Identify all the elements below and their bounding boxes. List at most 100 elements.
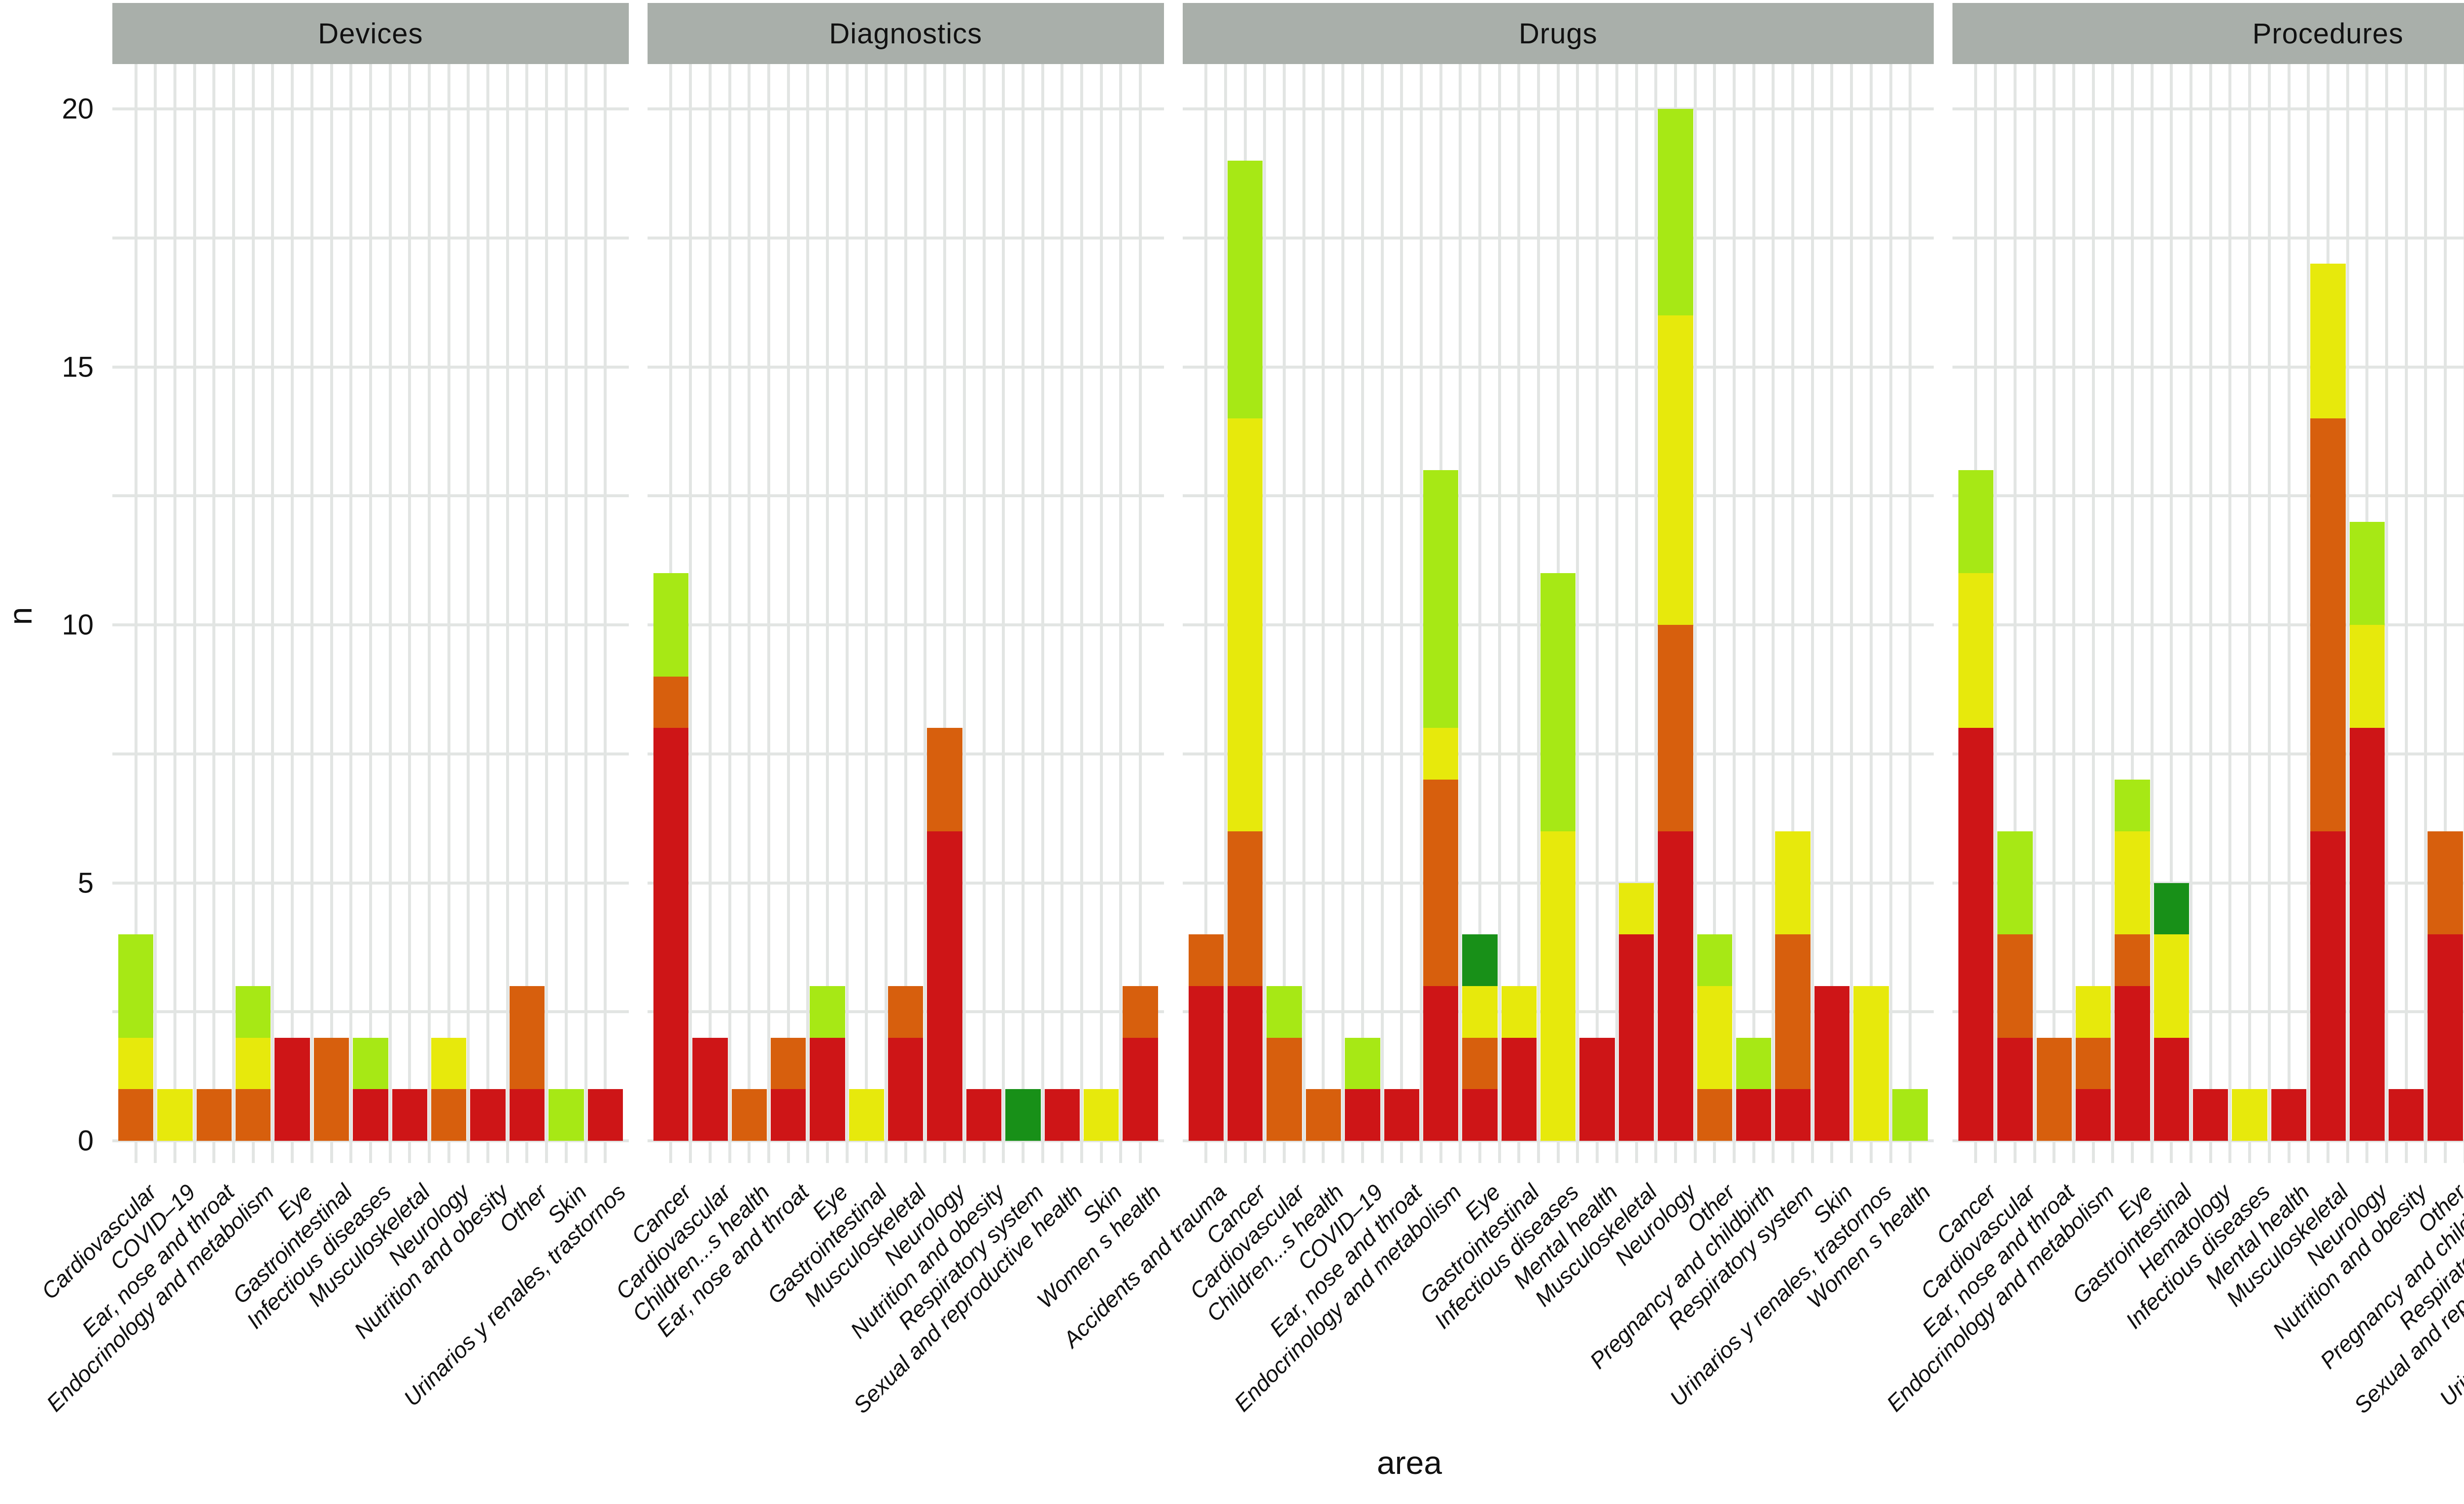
bar-devices-3 xyxy=(196,1089,232,1141)
bar-drugs-13 xyxy=(1658,109,1693,1141)
bar-segment-yellow xyxy=(1697,986,1733,1090)
gridline-vertical-major xyxy=(2131,64,2134,1163)
bar-segment-lightgreen xyxy=(653,573,689,677)
bar-segment-red xyxy=(1736,1089,1772,1141)
bar-segment-yellow xyxy=(1423,728,1459,780)
bar-segment-lightgreen xyxy=(2115,780,2150,831)
gridline-vertical-major xyxy=(1752,64,1755,1163)
bar-segment-red xyxy=(587,1089,623,1141)
gridline-vertical-major xyxy=(865,64,868,1163)
gridline-vertical-minor xyxy=(2307,64,2310,1163)
gridline-vertical-minor xyxy=(1994,64,1997,1163)
bar-procedures-2 xyxy=(1997,831,2033,1141)
facet-panel-diagnostics xyxy=(647,64,1164,1163)
bar-segment-yellow xyxy=(2154,934,2190,1038)
gridline-vertical-minor xyxy=(2072,64,2075,1163)
gridline-vertical-minor xyxy=(388,64,392,1163)
gridline-vertical-major xyxy=(1283,64,1286,1163)
gridline-vertical-major xyxy=(1909,64,1912,1163)
bar-diagnostics-12 xyxy=(1083,1089,1119,1141)
bar-procedures-8 xyxy=(2232,1089,2267,1141)
facet-strip-diagnostics: Diagnostics xyxy=(647,3,1164,64)
gridline-vertical-major xyxy=(904,64,907,1163)
bar-segment-yellow xyxy=(1501,986,1537,1038)
bar-devices-9 xyxy=(431,1037,467,1141)
gridline-vertical-major xyxy=(251,64,255,1163)
bar-devices-12 xyxy=(548,1089,584,1141)
gridline-vertical-major xyxy=(1204,64,1208,1163)
bar-segment-lightgreen xyxy=(1736,1037,1772,1090)
gridline-vertical-minor xyxy=(2267,64,2271,1163)
bar-segment-orange xyxy=(927,728,962,831)
bar-segment-orange xyxy=(1123,986,1158,1038)
gridline-vertical-major xyxy=(486,64,490,1163)
gridline-vertical-major xyxy=(564,64,568,1163)
bar-drugs-5 xyxy=(1345,1037,1380,1141)
bar-segment-orange xyxy=(770,1037,806,1090)
gridline-vertical-major xyxy=(826,64,829,1163)
gridline-horizontal xyxy=(1952,1010,2464,1014)
gridline-vertical-minor xyxy=(767,64,770,1163)
bar-segment-red xyxy=(509,1089,545,1141)
y-tick-label: 15 xyxy=(62,351,94,383)
bar-segment-yellow xyxy=(236,1037,271,1090)
gridline-vertical-minor xyxy=(467,64,470,1163)
gridline-vertical-minor xyxy=(924,64,927,1163)
gridline-vertical-major xyxy=(134,64,137,1163)
gridline-vertical-major xyxy=(1021,64,1025,1163)
bar-segment-red xyxy=(392,1089,428,1141)
gridline-vertical-major xyxy=(212,64,216,1163)
bar-procedures-5 xyxy=(2115,780,2150,1141)
gridline-vertical-minor xyxy=(2228,64,2232,1163)
bar-diagnostics-11 xyxy=(1044,1089,1080,1141)
bar-segment-red xyxy=(2154,1037,2190,1141)
gridline-horizontal xyxy=(1952,236,2464,239)
gridline-horizontal xyxy=(1952,1139,2464,1142)
gridline-vertical-major xyxy=(525,64,529,1163)
bar-segment-orange xyxy=(196,1089,232,1141)
bar-segment-green xyxy=(1462,934,1498,986)
bar-diagnostics-2 xyxy=(692,1037,728,1141)
facet-strip-label: Procedures xyxy=(2252,17,2404,50)
gridline-vertical-minor xyxy=(545,64,548,1163)
gridline-vertical-minor xyxy=(689,64,692,1163)
gridline-vertical-major xyxy=(2444,64,2447,1163)
bar-segment-lightgreen xyxy=(1266,986,1302,1038)
bar-segment-orange xyxy=(2075,1037,2111,1090)
bar-segment-red xyxy=(1384,1089,1419,1141)
gridline-vertical-minor xyxy=(1732,64,1736,1163)
gridline-vertical-major xyxy=(748,64,751,1163)
bar-drugs-1 xyxy=(1188,934,1224,1141)
bar-segment-orange xyxy=(431,1089,467,1141)
gridline-vertical-major xyxy=(2287,64,2291,1163)
bar-procedures-4 xyxy=(2075,986,2111,1141)
facet-strip-label: Diagnostics xyxy=(829,17,983,50)
bar-segment-yellow xyxy=(1540,831,1576,1141)
bar-segment-orange xyxy=(888,986,924,1038)
bar-diagnostics-4 xyxy=(770,1037,806,1141)
gridline-vertical-major xyxy=(1061,64,1064,1163)
bar-procedures-12 xyxy=(2388,1089,2424,1141)
bar-segment-lightgreen xyxy=(1540,573,1576,831)
bar-segment-lightgreen xyxy=(1958,470,1994,574)
gridline-vertical-minor xyxy=(1419,64,1423,1163)
facet-strip-devices: Devices xyxy=(112,3,629,64)
gridline-horizontal xyxy=(1952,365,2464,369)
bar-segment-red xyxy=(1501,1037,1537,1141)
gridline-vertical-minor xyxy=(1615,64,1618,1163)
bar-segment-orange xyxy=(2310,418,2346,831)
bar-segment-red xyxy=(2271,1089,2307,1141)
bar-segment-red xyxy=(966,1089,1002,1141)
gridline-vertical-minor xyxy=(310,64,313,1163)
gridline-vertical-major xyxy=(1478,64,1481,1163)
gridline-vertical-minor xyxy=(806,64,810,1163)
bar-drugs-8 xyxy=(1462,934,1498,1141)
gridline-vertical-major xyxy=(408,64,411,1163)
bar-diagnostics-3 xyxy=(731,1089,767,1141)
bar-segment-orange xyxy=(1997,934,2033,1038)
gridline-vertical-minor xyxy=(2346,64,2349,1163)
gridline-vertical-minor xyxy=(1576,64,1579,1163)
bar-segment-orange xyxy=(731,1089,767,1141)
gridline-vertical-minor xyxy=(1341,64,1345,1163)
facet-panel-devices xyxy=(112,64,629,1163)
